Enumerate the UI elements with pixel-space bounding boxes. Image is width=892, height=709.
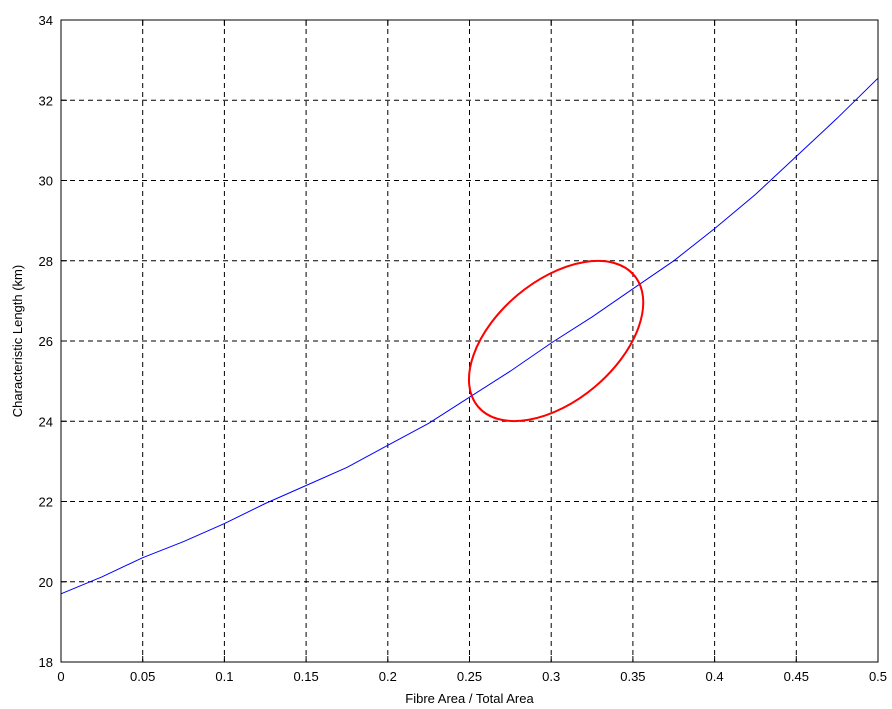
- x-tick-label: 0.3: [542, 669, 560, 684]
- x-tick-label: 0: [57, 669, 64, 684]
- x-tick-label: 0.2: [379, 669, 397, 684]
- x-axis-label: Fibre Area / Total Area: [405, 691, 534, 706]
- y-tick-label: 20: [39, 575, 53, 590]
- y-axis-ticks: 18 20 22 24 26 28 30 32 34: [39, 13, 878, 670]
- x-tick-label: 0.45: [784, 669, 809, 684]
- series-line: [60, 77, 879, 595]
- annotation-layer: [467, 259, 645, 423]
- series-layer: [60, 77, 879, 595]
- y-tick-label: 28: [39, 254, 53, 269]
- x-tick-label: 0.4: [706, 669, 724, 684]
- y-tick-label: 24: [39, 414, 53, 429]
- x-tick-label: 0.5: [869, 669, 887, 684]
- y-tick-label: 26: [39, 334, 53, 349]
- x-tick-label: 0.05: [130, 669, 155, 684]
- x-tick-label: 0.1: [215, 669, 233, 684]
- x-tick-label: 0.25: [457, 669, 482, 684]
- x-axis-ticks: 0 0.05 0.1 0.15 0.2 0.25 0.3 0.35 0.4 0.45 0.5: [57, 20, 887, 684]
- y-tick-label: 30: [39, 174, 53, 189]
- grid-lines: [61, 20, 878, 662]
- x-tick-label: 0.15: [293, 669, 318, 684]
- highlight-ellipse: [467, 259, 645, 423]
- y-tick-label: 34: [39, 13, 53, 28]
- x-tick-label: 0.35: [620, 669, 645, 684]
- y-tick-label: 22: [39, 495, 53, 510]
- y-tick-label: 18: [39, 655, 53, 670]
- y-tick-label: 32: [39, 93, 53, 108]
- y-axis-label: Characteristic Length (km): [10, 265, 25, 417]
